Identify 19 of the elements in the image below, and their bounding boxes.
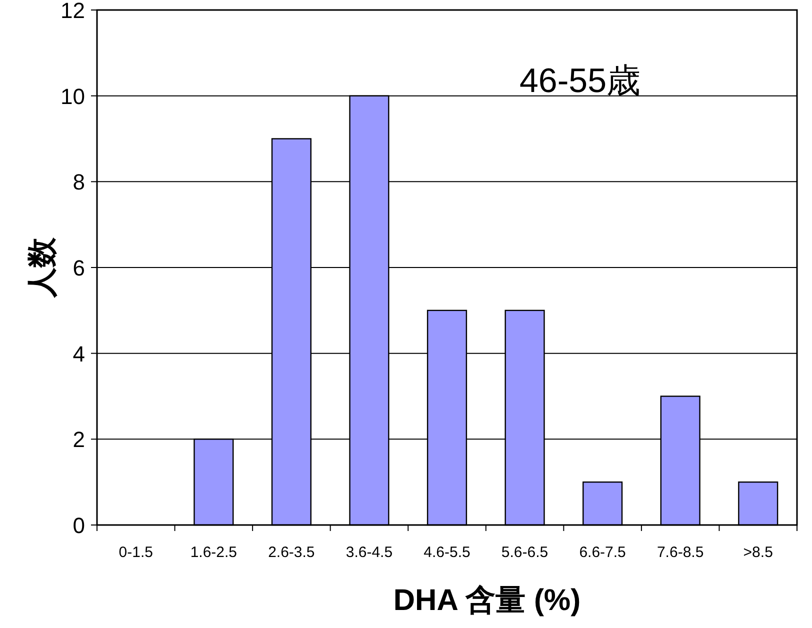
y-tick-label: 4 xyxy=(72,341,85,366)
x-tick-label: 3.6-4.5 xyxy=(346,544,393,561)
x-tick-label: 5.6-6.5 xyxy=(501,544,548,561)
y-axis-title: 人数 xyxy=(26,236,59,298)
x-tick-label: 7.6-8.5 xyxy=(656,544,704,561)
x-axis-title: DHA 含量 (%) xyxy=(393,584,581,617)
x-tick-label: 0-1.5 xyxy=(118,544,153,561)
x-tick-label: 1.6-2.5 xyxy=(190,544,238,561)
y-tick-label: 0 xyxy=(72,513,85,538)
y-tick-label: 8 xyxy=(72,170,85,195)
x-tick-label: 6.6-7.5 xyxy=(579,544,626,561)
x-tick-label: 2.6-3.5 xyxy=(268,544,315,561)
y-tick-label: 12 xyxy=(60,0,85,23)
y-tick-label: 6 xyxy=(72,256,85,280)
y-tick-label: 2 xyxy=(72,427,85,452)
x-tick-label: 4.6-5.5 xyxy=(424,544,470,561)
y-tick-label: 10 xyxy=(60,84,85,109)
x-tick-label: >8.5 xyxy=(743,544,773,561)
annotation: 46-55歳 xyxy=(520,62,640,100)
